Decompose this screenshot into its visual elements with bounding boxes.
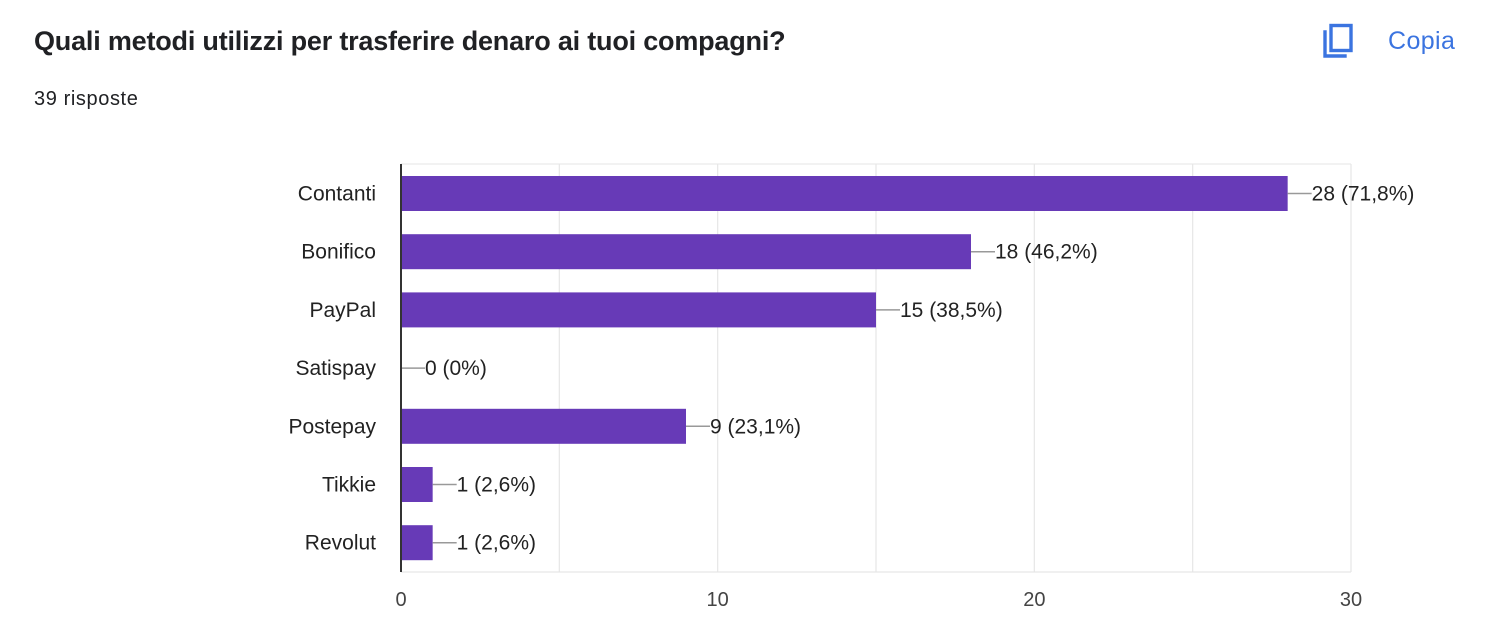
category-label: Postepay: [288, 415, 376, 438]
category-label: PayPal: [309, 299, 376, 322]
bar: [401, 467, 433, 502]
x-tick-label: 20: [1023, 589, 1045, 611]
x-tick-label: 10: [707, 589, 729, 611]
bar: [401, 408, 686, 444]
bar: [401, 176, 1288, 211]
x-tick-label: 0: [395, 589, 406, 611]
bar: [401, 292, 876, 328]
category-label: Satispay: [295, 357, 376, 380]
data-label: 0 (0%): [425, 357, 487, 380]
data-label: 18 (46,2%): [995, 241, 1098, 264]
data-label: 9 (23,1%): [710, 415, 801, 438]
category-label: Bonifico: [301, 241, 376, 264]
data-label: 1 (2,6%): [457, 474, 536, 497]
data-label: 1 (2,6%): [457, 532, 536, 555]
data-label: 15 (38,5%): [900, 299, 1003, 322]
copy-label: Copia: [1388, 26, 1456, 55]
category-label: Revolut: [305, 532, 376, 555]
category-label: Contanti: [298, 183, 376, 206]
data-label: 28 (71,8%): [1312, 183, 1415, 206]
category-label: Tikkie: [322, 474, 376, 497]
response-count: 39 risposte: [34, 88, 139, 110]
bar: [401, 525, 433, 561]
x-tick-label: 30: [1340, 589, 1362, 611]
bar: [401, 234, 971, 270]
copy-icon: [1323, 23, 1353, 58]
copy-button[interactable]: Copia: [1318, 16, 1478, 66]
question-title: Quali metodi utilizzi per trasferire den…: [34, 26, 786, 56]
